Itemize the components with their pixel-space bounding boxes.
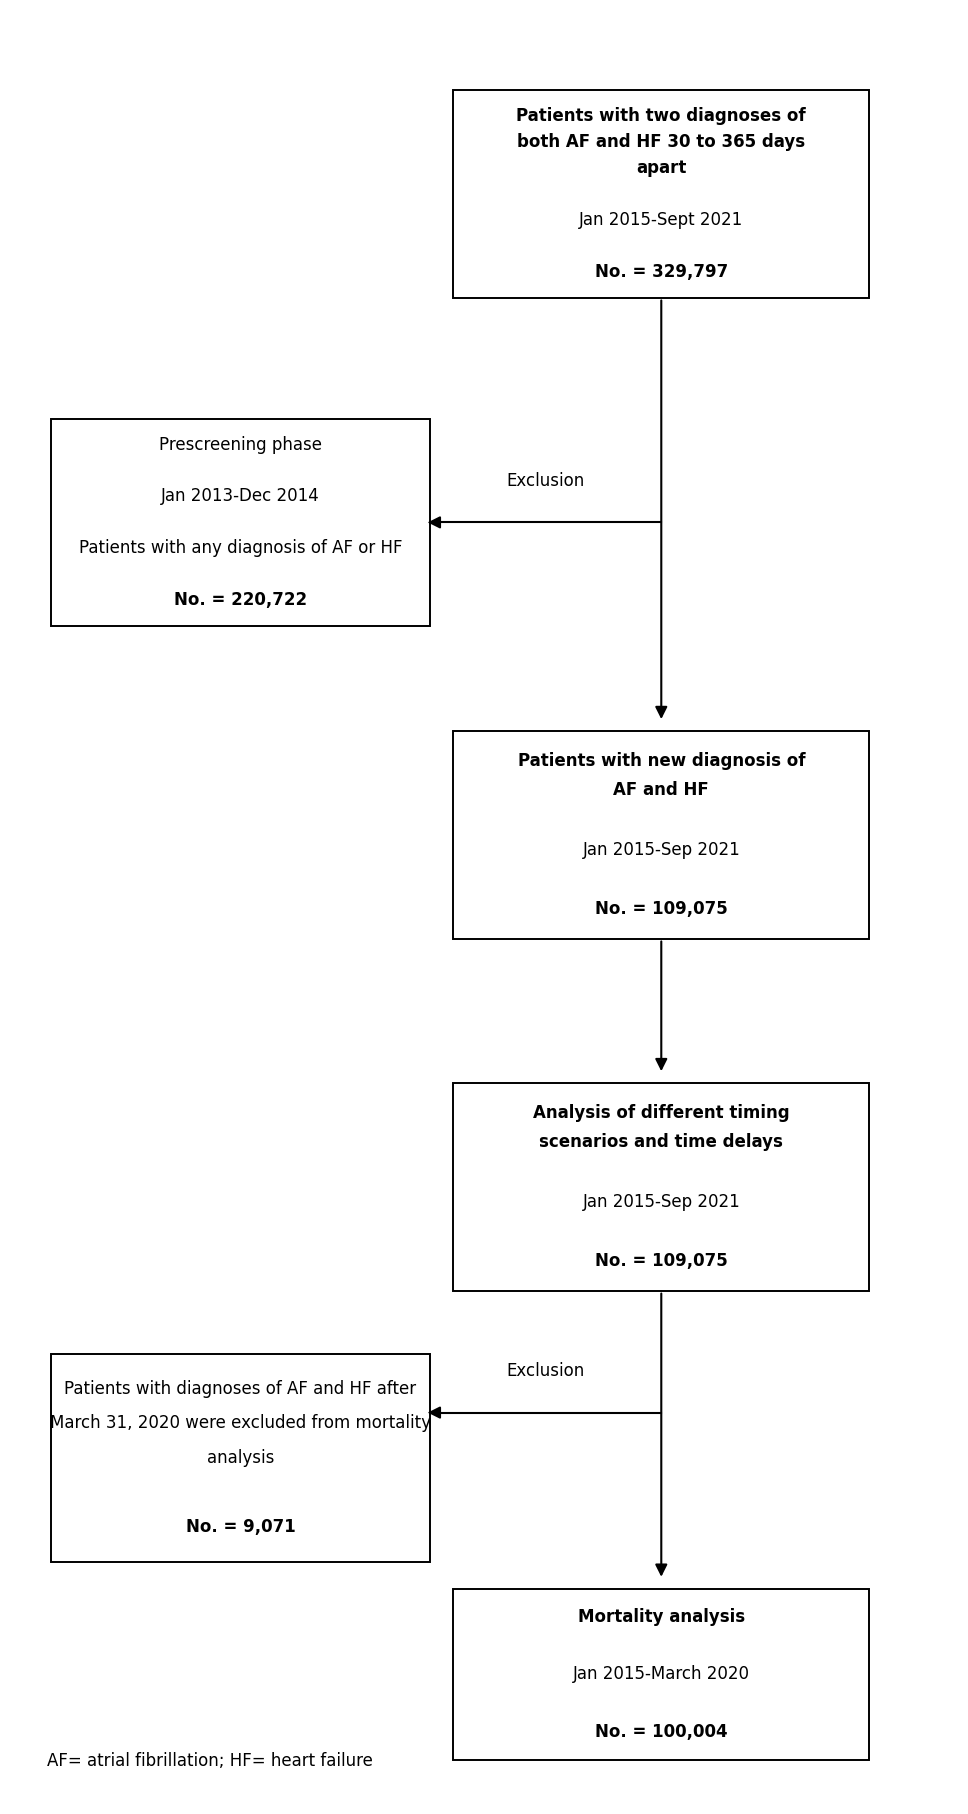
Text: Prescreening phase: Prescreening phase	[159, 435, 322, 454]
Bar	[453, 91, 869, 297]
Text: Jan 2013-Dec 2014: Jan 2013-Dec 2014	[162, 488, 320, 506]
Text: No. = 9,071: No. = 9,071	[186, 1518, 295, 1536]
Text: AF and HF: AF and HF	[614, 782, 710, 800]
Text: No. = 100,004: No. = 100,004	[595, 1723, 728, 1741]
Text: scenarios and time delays: scenarios and time delays	[539, 1134, 783, 1152]
Text: Patients with new diagnosis of: Patients with new diagnosis of	[518, 751, 805, 769]
Text: Exclusion: Exclusion	[506, 472, 585, 490]
Text: No. = 109,075: No. = 109,075	[595, 1252, 728, 1270]
Bar	[453, 731, 869, 938]
Text: No. = 220,722: No. = 220,722	[174, 591, 307, 610]
Text: Jan 2015-Sep 2021: Jan 2015-Sep 2021	[583, 840, 741, 858]
Bar	[453, 1589, 869, 1760]
Text: Jan 2015-March 2020: Jan 2015-March 2020	[573, 1665, 750, 1683]
Text: Mortality analysis: Mortality analysis	[578, 1609, 744, 1625]
Text: Jan 2015-Sept 2021: Jan 2015-Sept 2021	[579, 210, 743, 229]
Text: Jan 2015-Sep 2021: Jan 2015-Sep 2021	[583, 1194, 741, 1210]
Text: apart: apart	[636, 160, 686, 176]
Text: analysis: analysis	[207, 1449, 274, 1468]
Bar	[51, 1353, 430, 1562]
Text: Patients with diagnoses of AF and HF after: Patients with diagnoses of AF and HF aft…	[65, 1379, 416, 1397]
Text: AF= atrial fibrillation; HF= heart failure: AF= atrial fibrillation; HF= heart failu…	[46, 1752, 373, 1770]
Text: Analysis of different timing: Analysis of different timing	[533, 1103, 790, 1121]
Text: Patients with any diagnosis of AF or HF: Patients with any diagnosis of AF or HF	[78, 539, 403, 557]
Text: No. = 109,075: No. = 109,075	[595, 900, 728, 918]
Text: March 31, 2020 were excluded from mortality: March 31, 2020 were excluded from mortal…	[50, 1415, 431, 1431]
Text: Patients with two diagnoses of: Patients with two diagnoses of	[517, 107, 806, 125]
Text: No. = 329,797: No. = 329,797	[594, 263, 728, 281]
Bar	[51, 419, 430, 626]
Text: both AF and HF 30 to 365 days: both AF and HF 30 to 365 days	[517, 132, 805, 151]
Text: Exclusion: Exclusion	[506, 1362, 585, 1380]
Bar	[453, 1083, 869, 1292]
